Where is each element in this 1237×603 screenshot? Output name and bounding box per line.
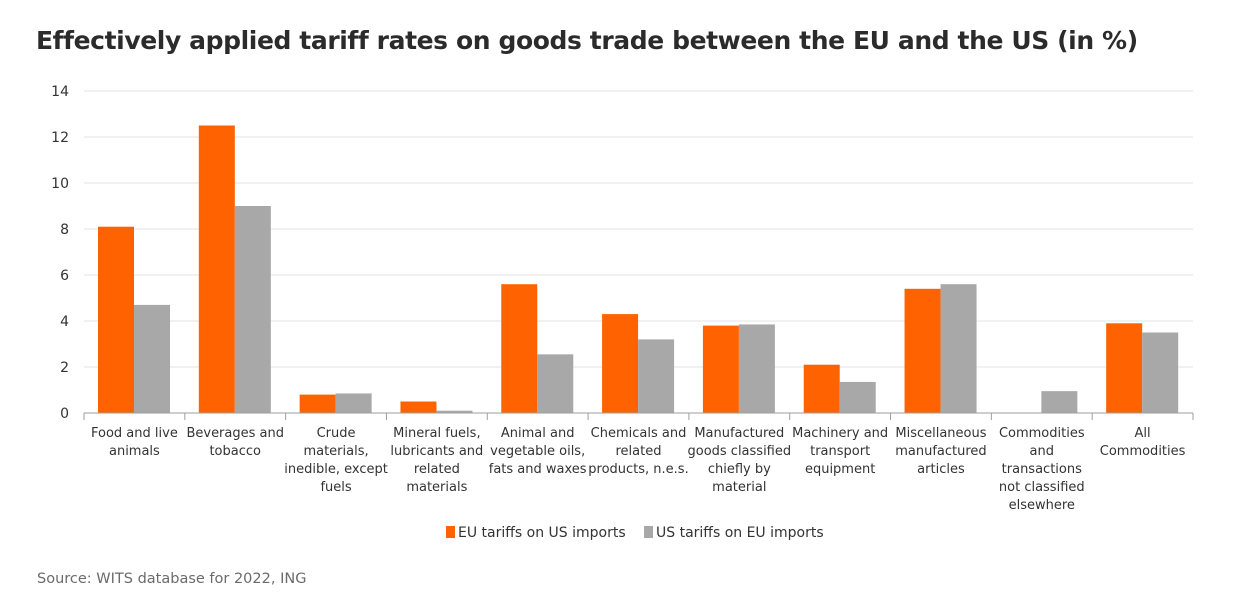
eu-bar	[98, 226, 134, 413]
x-category-label: Animal and vegetable oils, fats and waxes	[489, 426, 587, 477]
us-bar	[738, 324, 775, 413]
legend-label-eu: EU tariffs on US imports	[458, 525, 626, 541]
eu-bar	[501, 284, 538, 413]
x-category-label: Mineral fuels, lubricants and related mater…	[390, 426, 483, 495]
x-category-label: Commodities and transactions not classified…	[999, 426, 1085, 513]
x-category-label: Chemicals and related products, n.e.s.	[588, 426, 688, 477]
eu-bar	[702, 325, 739, 413]
legend-label-us: US tariffs on EU imports	[656, 525, 824, 541]
y-tick-label: 4	[60, 314, 69, 330]
us-bar	[839, 381, 876, 413]
x-category-label: Miscellaneous manufactured articles	[895, 426, 987, 477]
x-category-label: Food and live animals	[91, 426, 178, 459]
us-bar	[1142, 332, 1179, 413]
y-tick-label: 0	[60, 406, 69, 422]
us-bar	[537, 354, 574, 413]
eu-bar	[400, 401, 437, 413]
eu-bar	[602, 314, 639, 413]
y-axis-ticks: 0 2 4 6 8 10 12 14	[51, 84, 69, 422]
y-tick-label: 12	[51, 130, 69, 146]
us-bar	[638, 339, 675, 413]
x-category-label: Beverages and tobacco	[186, 426, 284, 459]
us-bar	[940, 284, 977, 413]
us-bar	[335, 393, 372, 413]
eu-bar	[299, 394, 336, 413]
x-category-label: Manufactured goods classified chiefly by ma…	[687, 426, 791, 495]
y-tick-label: 14	[51, 84, 69, 100]
legend: EU tariffs on US imports US tariffs on EU…	[446, 525, 824, 541]
eu-bar	[198, 125, 235, 413]
x-category-label: Machinery and transport equipment	[792, 426, 888, 477]
legend-swatch-eu	[446, 526, 455, 538]
y-tick-label: 6	[60, 268, 69, 284]
y-tick-label: 10	[51, 176, 69, 192]
us-bar	[134, 304, 170, 413]
source-note: Source: WITS database for 2022, ING	[37, 571, 307, 587]
eu-bar	[803, 364, 840, 413]
eu-bar	[904, 288, 941, 413]
us-bar	[436, 410, 473, 413]
us-bar	[1041, 391, 1078, 413]
x-category-label: Crude materials, inedible, except fuels	[284, 426, 388, 495]
chart-title: Effectively applied tariff rates on good…	[36, 26, 1138, 55]
y-tick-label: 8	[60, 222, 69, 238]
bars	[98, 125, 1179, 413]
x-axis	[83, 412, 1194, 420]
y-tick-label: 2	[60, 360, 69, 376]
x-category-label: All Commodities	[1100, 426, 1186, 459]
eu-bar	[1106, 323, 1143, 413]
us-bar	[234, 206, 271, 413]
legend-swatch-us	[644, 526, 653, 538]
